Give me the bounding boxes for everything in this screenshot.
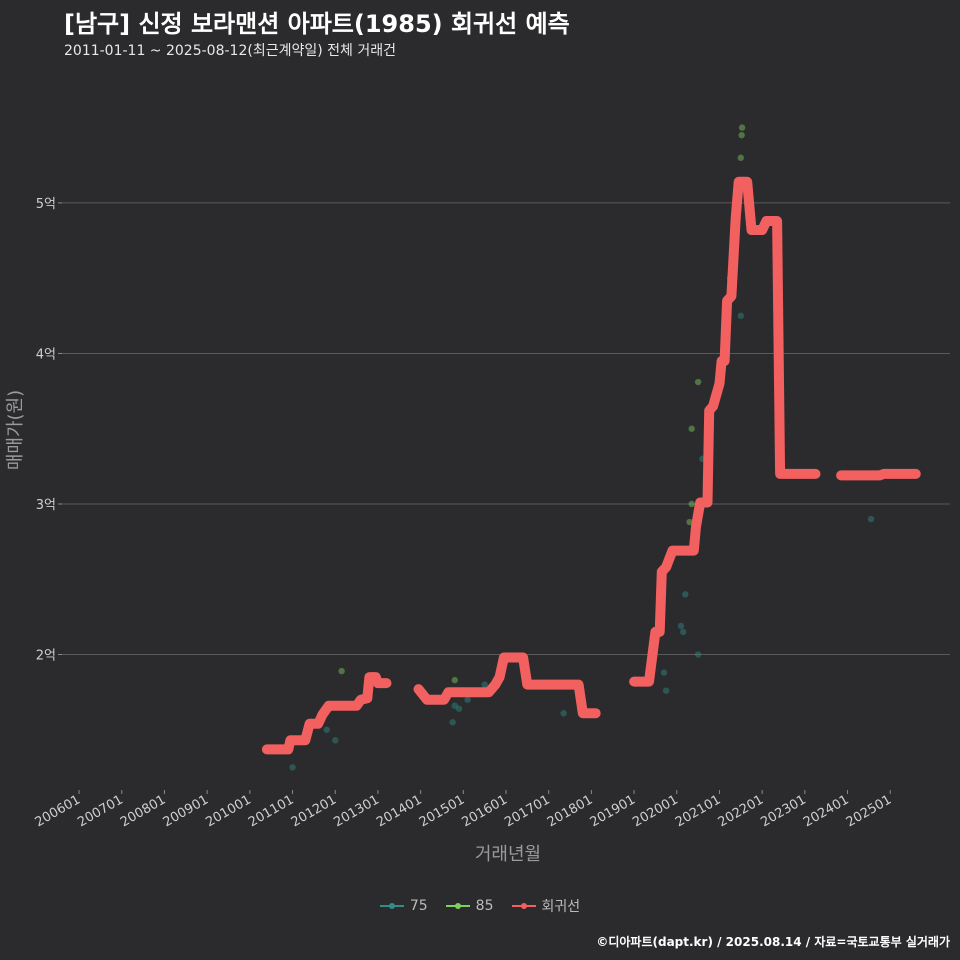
x-axis-title: 거래년월 [475, 844, 541, 865]
chart-subtitle: 2011-01-11 ~ 2025-08-12(최근계약일) 전체 거래건 [64, 43, 396, 59]
data-point-75 [560, 710, 567, 717]
data-point-75 [737, 312, 745, 320]
regression-layer [261, 176, 921, 755]
x-tick-label: 202501 [844, 792, 894, 830]
data-point-75 [332, 737, 339, 744]
x-tick-label: 201101 [246, 792, 296, 830]
data-point-75 [662, 687, 670, 694]
legend-item-75[interactable]: 75 [379, 898, 428, 914]
legend-label-75: 75 [409, 898, 428, 914]
legend-key-regression [511, 899, 536, 913]
data-point-75 [323, 726, 330, 733]
x-tick-label: 201401 [374, 792, 424, 830]
x-tick-label: 200801 [118, 792, 168, 830]
chart-title: [남구] 신정 보라맨션 아파트(1985) 회귀선 예측 [64, 10, 570, 38]
x-tick-label: 201001 [203, 792, 253, 830]
regression-line [413, 652, 601, 719]
legend-label-85: 85 [475, 898, 494, 914]
x-tick-label: 200701 [75, 792, 125, 830]
regression-line [836, 468, 921, 481]
legend-label-regression: 회귀선 [541, 899, 581, 915]
legend-item-85[interactable]: 85 [445, 898, 494, 914]
data-point-85 [686, 518, 693, 526]
data-point-85 [738, 124, 746, 131]
x-tick-label: 201301 [331, 792, 381, 830]
y-tick-label: 2억 [36, 649, 56, 664]
x-tick-label: 200901 [161, 792, 211, 830]
y-tick-label: 3억 [36, 498, 56, 513]
data-point-75 [867, 515, 875, 523]
regression-line [629, 176, 821, 687]
data-point-75 [660, 669, 668, 676]
x-tick-label: 201601 [460, 792, 510, 830]
regression-line [261, 672, 392, 755]
x-tick-label: 202101 [673, 792, 723, 830]
data-point-85 [737, 154, 745, 161]
chart-legend: 75 85 회귀선 [0, 896, 960, 916]
x-tick-label: 201201 [289, 792, 339, 830]
y-axis-title: 매매가(원) [5, 390, 26, 470]
data-point-75 [694, 651, 702, 658]
axis-layer: 2억3억4억5억20060120070120080120090120100120… [33, 197, 895, 830]
data-point-75 [682, 591, 689, 598]
data-point-85 [451, 676, 458, 684]
legend-key-85 [445, 899, 470, 913]
legend-item-regression[interactable]: 회귀선 [511, 896, 581, 916]
data-point-75 [451, 702, 458, 709]
x-tick-label: 201801 [545, 792, 595, 830]
x-tick-label: 202401 [801, 792, 851, 830]
data-point-75 [455, 705, 463, 712]
data-point-85 [738, 131, 745, 139]
legend-key-75 [379, 899, 404, 913]
data-point-75 [677, 622, 685, 630]
data-point-85 [688, 425, 695, 432]
x-tick-label: 201701 [502, 792, 552, 830]
data-point-85 [694, 378, 702, 386]
x-tick-label: 201901 [588, 792, 638, 830]
source-caption: ©디아파트(dapt.kr) / 2025.08.14 / 자료=국토교통부 실… [596, 935, 950, 949]
grid-layer [62, 202, 950, 656]
data-point-75 [449, 719, 456, 726]
data-point-75 [481, 681, 488, 688]
x-tick-label: 202201 [716, 792, 766, 830]
x-tick-label: 202001 [630, 792, 680, 830]
data-point-85 [338, 667, 345, 675]
x-tick-label: 201501 [417, 792, 467, 830]
data-point-75 [464, 696, 471, 703]
x-tick-label: 200601 [33, 792, 83, 830]
data-point-85 [688, 500, 695, 508]
data-point-75 [289, 764, 296, 771]
x-tick-label: 202301 [758, 792, 808, 830]
data-point-75 [679, 628, 687, 636]
y-tick-label: 4억 [36, 347, 56, 362]
y-tick-label: 5억 [36, 197, 56, 212]
